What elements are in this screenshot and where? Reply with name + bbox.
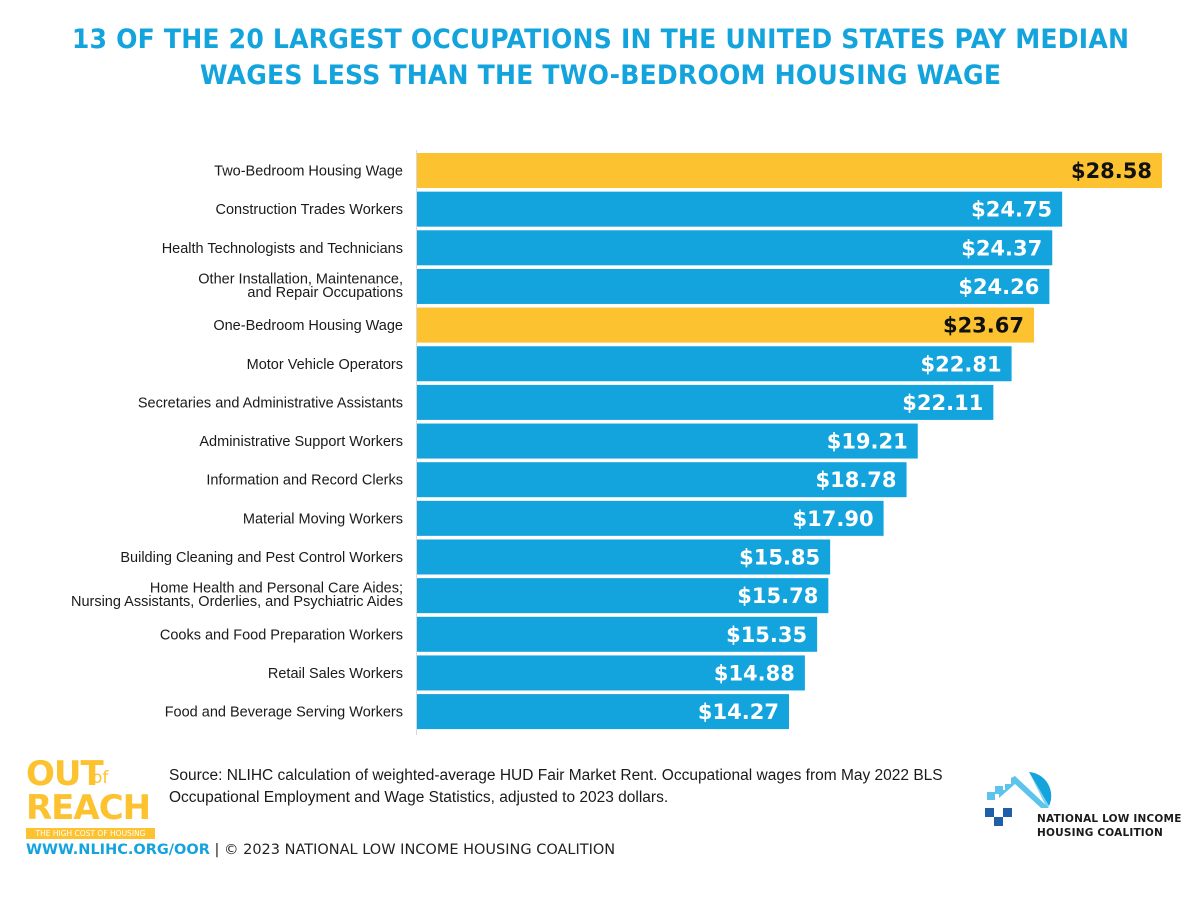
bar-value-label: $15.85 [739,546,820,570]
bar-value-label: $28.58 [1071,159,1152,183]
out-of-reach-logo: OUT of REACH THE HIGH COST OF HOUSING [26,756,158,840]
occupation-bar [417,230,1053,266]
category-label: Home Health and Personal Care Aides; Nurs… [71,581,403,611]
nlihc-logo-text: NATIONAL LOW INCOME HOUSING COALITION [1037,812,1182,840]
bar-value-label: $14.27 [698,700,779,724]
category-label-line: Home Health and Personal Care Aides; [150,581,403,597]
category-label: Food and Beverage Serving Workers [165,705,403,721]
bar-chart: $28.58 Two-Bedroom Housing Wage $24.75 Cons… [71,150,1162,735]
bar-value-label: $24.75 [971,198,1052,222]
footer-copyright: © 2023 NATIONAL LOW INCOME HOUSING COALI… [223,842,616,858]
nlihc-logo-line-2: HOUSING COALITION [1037,827,1164,839]
occupation-bar [417,268,1050,304]
oor-logo-of: of [92,768,109,788]
category-label: Building Cleaning and Pest Control Worke… [120,550,403,566]
occupation-bar [417,462,907,498]
occupation-bar [417,191,1063,227]
chart-title: 13 OF THE 20 LARGEST OCCUPATIONS IN THE … [42,22,1159,94]
oor-logo-tagline: THE HIGH COST OF HOUSING [26,828,155,839]
occupation-bar [417,384,994,420]
category-label: Material Moving Workers [243,511,403,527]
occupation-bar [417,578,829,614]
bar-value-label: $19.21 [827,430,908,454]
oor-logo-out: OUT [26,754,104,794]
bar-value-label: $24.26 [958,275,1039,299]
category-label: Retail Sales Workers [268,666,403,682]
category-label: Construction Trades Workers [216,202,404,218]
oor-logo-reach: REACH [26,788,151,828]
category-label: Secretaries and Administrative Assistant… [138,395,403,411]
house-sun-icon [985,772,1052,826]
occupation-bar [417,500,884,536]
nlihc-logo-line-1: NATIONAL LOW INCOME [1037,813,1182,825]
occupation-bar [417,655,805,691]
chart-title-line-2: WAGES LESS THAN THE TWO-BEDROOM HOUSING … [199,60,1002,91]
category-label-line: Nursing Assistants, Orderlies, and Psych… [71,594,403,610]
footer-separator: | [209,842,224,858]
category-label-line: Other Installation, Maintenance, [198,271,403,287]
bar-value-label: $17.90 [793,507,874,531]
category-label: Health Technologists and Technicians [162,241,403,257]
nlihc-logo: NATIONAL LOW INCOME HOUSING COALITION [985,770,1185,850]
category-label: Information and Record Clerks [206,473,403,489]
category-label-line: and Repair Occupations [247,285,403,301]
source-line-2: Occupational Employment and Wage Statist… [169,789,669,806]
category-label: Cooks and Food Preparation Workers [160,627,403,643]
bar-value-label: $15.78 [737,584,818,608]
bar-value-label: $18.78 [815,468,896,492]
category-label: Two-Bedroom Housing Wage [214,164,403,180]
footer-url-link[interactable]: WWW.NLIHC.ORG/OOR [26,842,210,858]
occupation-bar [417,539,831,575]
occupation-bar [417,346,1012,382]
source-note: Source: NLIHC calculation of weighted-av… [169,765,979,809]
occupation-bar [417,694,789,730]
footer: WWW.NLIHC.ORG/OOR | © 2023 NATIONAL LOW … [26,842,615,858]
category-label: Administrative Support Workers [199,434,403,450]
chart-title-line-1: 13 OF THE 20 LARGEST OCCUPATIONS IN THE … [71,24,1130,55]
bar-value-label: $22.81 [921,352,1002,376]
bar-value-label: $15.35 [726,623,807,647]
housing-wage-bar [417,307,1035,343]
housing-wage-bar [417,153,1162,188]
source-line-1: Source: NLIHC calculation of weighted-av… [169,767,943,784]
bar-value-label: $24.37 [961,236,1042,260]
category-label: Other Installation, Maintenance, and Repa… [198,271,403,301]
category-label: One-Bedroom Housing Wage [213,318,403,334]
occupation-bar [417,616,818,652]
occupation-bar [417,423,918,459]
category-label: Motor Vehicle Operators [247,357,403,373]
bar-value-label: $14.88 [714,661,795,685]
bars-group: $28.58 Two-Bedroom Housing Wage $24.75 Cons… [71,153,1162,730]
bar-value-label: $22.11 [902,391,983,415]
bar-value-label: $23.67 [943,314,1024,338]
